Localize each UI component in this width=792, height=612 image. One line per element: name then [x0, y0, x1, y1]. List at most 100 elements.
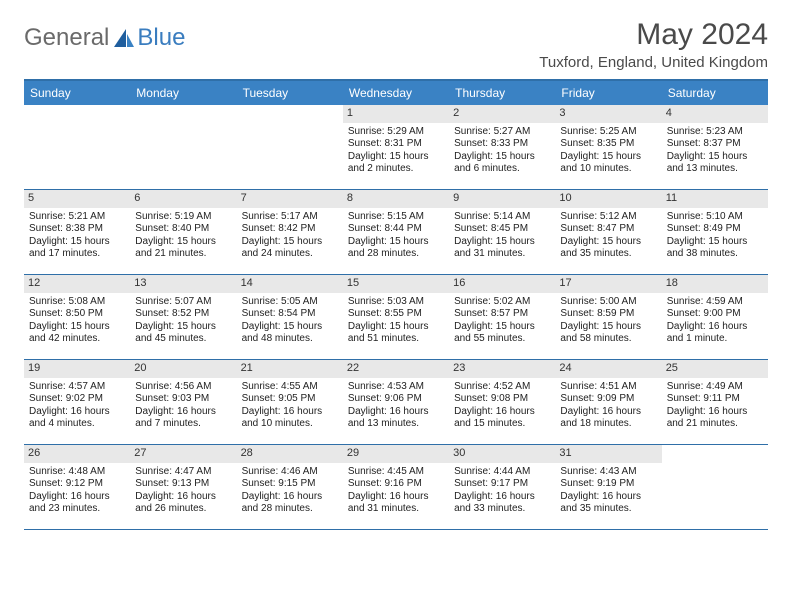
day-cell — [24, 105, 130, 189]
daylight-text: Daylight: 15 hours and 48 minutes. — [242, 321, 338, 346]
daylight-text: Daylight: 15 hours and 45 minutes. — [135, 321, 231, 346]
daylight-text: Daylight: 15 hours and 38 minutes. — [667, 236, 763, 261]
sunrise-text: Sunrise: 5:27 AM — [454, 126, 550, 139]
title-block: May 2024 Tuxford, England, United Kingdo… — [539, 18, 768, 71]
day-number: 18 — [662, 275, 768, 293]
day-number: 15 — [343, 275, 449, 293]
daylight-text: Daylight: 16 hours and 31 minutes. — [348, 491, 444, 516]
day-cell — [662, 445, 768, 529]
day-number: 8 — [343, 190, 449, 208]
calendar-grid: Sunday Monday Tuesday Wednesday Thursday… — [24, 79, 768, 530]
day-cell: 15Sunrise: 5:03 AMSunset: 8:55 PMDayligh… — [343, 275, 449, 359]
daylight-text: Daylight: 16 hours and 23 minutes. — [29, 491, 125, 516]
daylight-text: Daylight: 16 hours and 35 minutes. — [560, 491, 656, 516]
day-header-row: Sunday Monday Tuesday Wednesday Thursday… — [24, 81, 768, 105]
day-cell: 11Sunrise: 5:10 AMSunset: 8:49 PMDayligh… — [662, 190, 768, 274]
daylight-text: Daylight: 15 hours and 21 minutes. — [135, 236, 231, 261]
sunset-text: Sunset: 9:11 PM — [667, 393, 763, 406]
day-number: 20 — [130, 360, 236, 378]
day-number: 19 — [24, 360, 130, 378]
day-cell: 29Sunrise: 4:45 AMSunset: 9:16 PMDayligh… — [343, 445, 449, 529]
day-cell: 3Sunrise: 5:25 AMSunset: 8:35 PMDaylight… — [555, 105, 661, 189]
day-cell: 25Sunrise: 4:49 AMSunset: 9:11 PMDayligh… — [662, 360, 768, 444]
sunset-text: Sunset: 9:12 PM — [29, 478, 125, 491]
day-number: 6 — [130, 190, 236, 208]
sunset-text: Sunset: 8:40 PM — [135, 223, 231, 236]
sunset-text: Sunset: 9:00 PM — [667, 308, 763, 321]
sunrise-text: Sunrise: 5:08 AM — [29, 296, 125, 309]
sunrise-text: Sunrise: 4:46 AM — [242, 466, 338, 479]
day-cell: 19Sunrise: 4:57 AMSunset: 9:02 PMDayligh… — [24, 360, 130, 444]
daylight-text: Daylight: 15 hours and 24 minutes. — [242, 236, 338, 261]
day-number: 23 — [449, 360, 555, 378]
day-number: 21 — [237, 360, 343, 378]
day-cell: 8Sunrise: 5:15 AMSunset: 8:44 PMDaylight… — [343, 190, 449, 274]
sunset-text: Sunset: 8:35 PM — [560, 138, 656, 151]
day-cell: 2Sunrise: 5:27 AMSunset: 8:33 PMDaylight… — [449, 105, 555, 189]
week-row: 5Sunrise: 5:21 AMSunset: 8:38 PMDaylight… — [24, 190, 768, 275]
daylight-text: Daylight: 15 hours and 2 minutes. — [348, 151, 444, 176]
sunset-text: Sunset: 8:49 PM — [667, 223, 763, 236]
day-header-sat: Saturday — [662, 81, 768, 105]
sunset-text: Sunset: 8:42 PM — [242, 223, 338, 236]
sunset-text: Sunset: 8:50 PM — [29, 308, 125, 321]
day-header-tue: Tuesday — [237, 81, 343, 105]
day-cell: 9Sunrise: 5:14 AMSunset: 8:45 PMDaylight… — [449, 190, 555, 274]
sunrise-text: Sunrise: 4:57 AM — [29, 381, 125, 394]
daylight-text: Daylight: 16 hours and 15 minutes. — [454, 406, 550, 431]
day-number: 25 — [662, 360, 768, 378]
day-number: 10 — [555, 190, 661, 208]
sunrise-text: Sunrise: 5:02 AM — [454, 296, 550, 309]
day-cell — [237, 105, 343, 189]
sunrise-text: Sunrise: 4:47 AM — [135, 466, 231, 479]
daylight-text: Daylight: 15 hours and 10 minutes. — [560, 151, 656, 176]
sunrise-text: Sunrise: 4:45 AM — [348, 466, 444, 479]
day-number: 17 — [555, 275, 661, 293]
header: General Blue May 2024 Tuxford, England, … — [24, 18, 768, 71]
day-cell: 5Sunrise: 5:21 AMSunset: 8:38 PMDaylight… — [24, 190, 130, 274]
day-number: 22 — [343, 360, 449, 378]
daylight-text: Daylight: 15 hours and 35 minutes. — [560, 236, 656, 261]
daylight-text: Daylight: 16 hours and 4 minutes. — [29, 406, 125, 431]
sunset-text: Sunset: 9:16 PM — [348, 478, 444, 491]
day-cell: 4Sunrise: 5:23 AMSunset: 8:37 PMDaylight… — [662, 105, 768, 189]
daylight-text: Daylight: 15 hours and 42 minutes. — [29, 321, 125, 346]
day-cell: 16Sunrise: 5:02 AMSunset: 8:57 PMDayligh… — [449, 275, 555, 359]
sunset-text: Sunset: 9:06 PM — [348, 393, 444, 406]
day-cell: 1Sunrise: 5:29 AMSunset: 8:31 PMDaylight… — [343, 105, 449, 189]
day-number: 2 — [449, 105, 555, 123]
sunrise-text: Sunrise: 5:10 AM — [667, 211, 763, 224]
location: Tuxford, England, United Kingdom — [539, 54, 768, 71]
daylight-text: Daylight: 16 hours and 21 minutes. — [667, 406, 763, 431]
daylight-text: Daylight: 16 hours and 28 minutes. — [242, 491, 338, 516]
daylight-text: Daylight: 15 hours and 51 minutes. — [348, 321, 444, 346]
day-number: 5 — [24, 190, 130, 208]
daylight-text: Daylight: 15 hours and 31 minutes. — [454, 236, 550, 261]
sunrise-text: Sunrise: 5:00 AM — [560, 296, 656, 309]
sunset-text: Sunset: 9:19 PM — [560, 478, 656, 491]
sunset-text: Sunset: 9:03 PM — [135, 393, 231, 406]
sunrise-text: Sunrise: 5:23 AM — [667, 126, 763, 139]
sunrise-text: Sunrise: 5:07 AM — [135, 296, 231, 309]
sunset-text: Sunset: 9:15 PM — [242, 478, 338, 491]
daylight-text: Daylight: 15 hours and 6 minutes. — [454, 151, 550, 176]
week-row: 12Sunrise: 5:08 AMSunset: 8:50 PMDayligh… — [24, 275, 768, 360]
month-title: May 2024 — [539, 18, 768, 52]
sunrise-text: Sunrise: 4:59 AM — [667, 296, 763, 309]
sunrise-text: Sunrise: 5:25 AM — [560, 126, 656, 139]
weeks-container: 1Sunrise: 5:29 AMSunset: 8:31 PMDaylight… — [24, 105, 768, 530]
sunrise-text: Sunrise: 4:56 AM — [135, 381, 231, 394]
day-cell — [130, 105, 236, 189]
day-cell: 6Sunrise: 5:19 AMSunset: 8:40 PMDaylight… — [130, 190, 236, 274]
day-cell: 31Sunrise: 4:43 AMSunset: 9:19 PMDayligh… — [555, 445, 661, 529]
sunset-text: Sunset: 8:45 PM — [454, 223, 550, 236]
sunset-text: Sunset: 8:44 PM — [348, 223, 444, 236]
day-number: 7 — [237, 190, 343, 208]
day-number: 30 — [449, 445, 555, 463]
daylight-text: Daylight: 15 hours and 28 minutes. — [348, 236, 444, 261]
day-cell: 26Sunrise: 4:48 AMSunset: 9:12 PMDayligh… — [24, 445, 130, 529]
logo-text-2: Blue — [137, 24, 185, 52]
day-header-sun: Sunday — [24, 81, 130, 105]
sunset-text: Sunset: 9:09 PM — [560, 393, 656, 406]
day-number: 27 — [130, 445, 236, 463]
